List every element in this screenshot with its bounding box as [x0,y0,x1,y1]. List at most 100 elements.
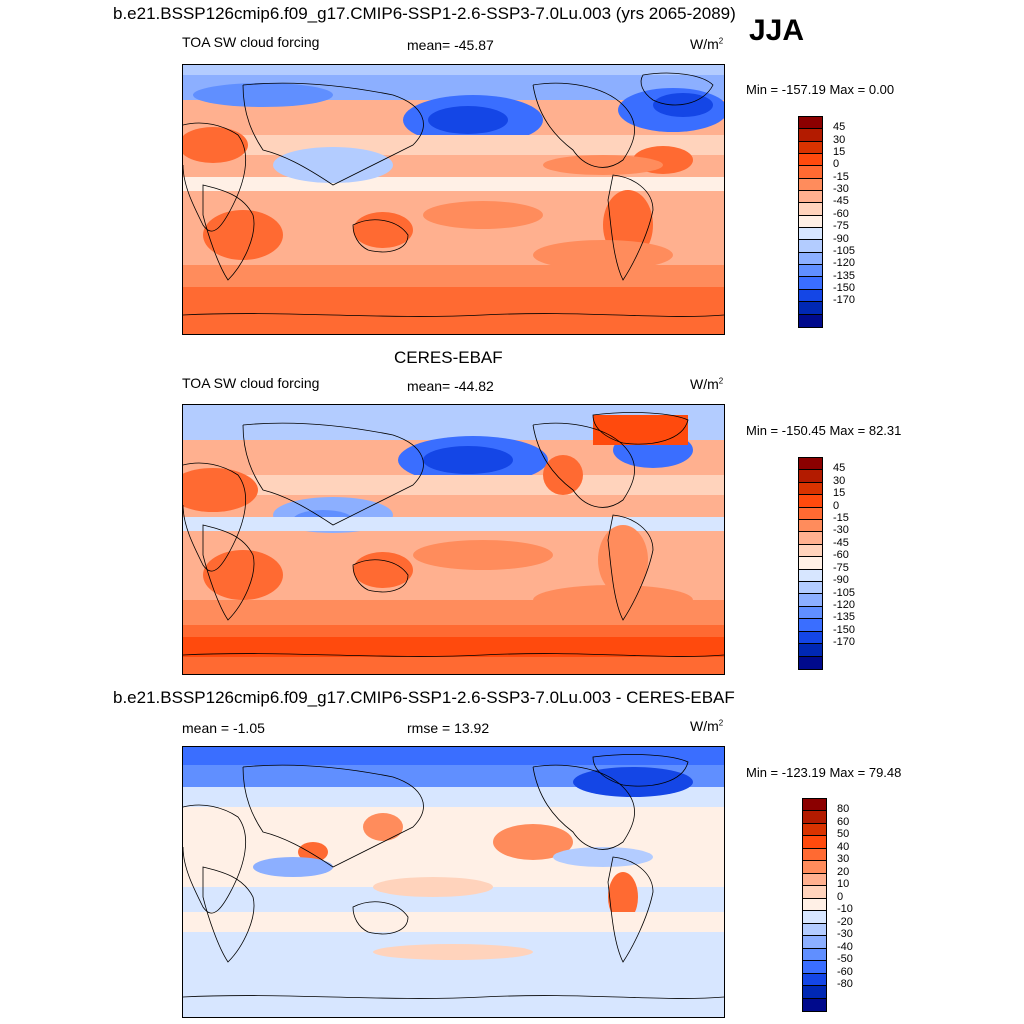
colorbar-swatch [799,252,822,266]
colorbar-tick-label: 45 [833,121,846,134]
colorbar-swatch [803,898,826,912]
colorbar-swatch [803,873,826,887]
colorbar-tick-label: 45 [833,462,846,475]
colorbar-tick-label: 50 [837,828,850,841]
colorbar-swatch [799,277,822,290]
colorbar-swatch [799,470,822,483]
colorbar-swatch [803,886,826,899]
colorbar-tick-label: 60 [837,815,850,828]
colorbar-swatch [799,532,822,545]
colorbar-swatch [799,178,822,192]
colorbar-swatch [799,289,822,303]
panel2-header: CERES-EBAF [394,348,503,367]
colorbar-swatch [799,191,822,204]
panel1-left-label: TOA SW cloud forcing [182,34,320,50]
colorbar-swatch [799,240,822,253]
colorbar-swatch [799,265,822,278]
colorbar-tick-label: -75 [833,220,849,233]
colorbar-tick-label: -135 [833,269,856,282]
colorbar-swatch [799,619,822,632]
colorbar-tick-label: 30 [833,474,846,487]
panel2-map-field [183,405,724,674]
panel2-units: W/m2 [690,376,724,392]
colorbar-tick-label: 30 [837,853,850,866]
colorbar-swatch [799,141,822,155]
colorbar-tick-label: -50 [837,953,853,966]
colorbar-swatch [803,986,826,999]
panel3-map [182,746,725,1018]
panel1-minmax: Min = -157.19 Max = 0.00 [746,82,895,97]
colorbar-swatch [799,656,822,669]
colorbar-swatch [803,848,826,862]
colorbar-swatch [803,948,826,962]
colorbar-swatch [803,823,826,837]
colorbar-swatch [803,799,826,812]
colorbar-tick-label: 0 [833,158,840,171]
panel3-mean-label: mean = -1.05 [182,720,265,736]
colorbar-tick-label: -150 [833,281,856,294]
colorbar-swatch [799,507,822,521]
colorbar-swatch [803,998,826,1011]
panel2-colorbar [798,457,823,670]
colorbar-swatch [799,458,822,471]
colorbar-swatch [799,215,822,229]
panel2-mean-label: mean= -44.82 [407,378,494,394]
colorbar-tick-label: -75 [833,561,849,574]
colorbar-swatch [799,544,822,558]
season-label: JJA [749,14,805,47]
panel3-colorbar [802,798,827,1012]
colorbar-tick-label: -60 [833,549,849,562]
colorbar-swatch [799,166,822,179]
colorbar-tick-label: 0 [833,499,840,512]
colorbar-tick-label: -105 [833,244,856,257]
colorbar-tick-label: -170 [833,636,856,649]
colorbar-tick-label: 0 [837,890,844,903]
colorbar-tick-label: -120 [833,598,856,611]
colorbar-tick-label: -30 [833,183,849,196]
colorbar-swatch [803,923,826,937]
panel3-map-field [183,747,724,1017]
colorbar-swatch [799,631,822,645]
colorbar-tick-label: -20 [837,915,853,928]
colorbar-tick-label: 80 [837,803,850,816]
colorbar-swatch [799,606,822,620]
colorbar-swatch [799,129,822,142]
colorbar-tick-label: -45 [833,195,849,208]
colorbar-swatch [803,861,826,874]
colorbar-swatch [799,557,822,570]
panel3-minmax: Min = -123.19 Max = 79.48 [746,765,902,780]
colorbar-tick-label: -40 [837,940,853,953]
colorbar-swatch [803,836,826,849]
figure-title: b.e21.BSSP126cmip6.f09_g17.CMIP6-SSP1-2.… [113,4,736,23]
colorbar-swatch [799,302,822,315]
colorbar-swatch [799,569,822,583]
panel3-header: b.e21.BSSP126cmip6.f09_g17.CMIP6-SSP1-2.… [113,688,735,707]
colorbar-tick-label: -90 [833,574,849,587]
colorbar-tick-label: -135 [833,611,856,624]
colorbar-tick-label: 40 [837,840,850,853]
colorbar-swatch [803,936,826,949]
panel1-map [182,64,725,335]
colorbar-swatch [803,961,826,974]
colorbar-tick-label: 15 [833,487,846,500]
colorbar-swatch [803,973,826,987]
colorbar-tick-label: 30 [833,133,846,146]
panel1-map-field [183,65,724,334]
colorbar-swatch [803,911,826,924]
panel2-minmax: Min = -150.45 Max = 82.31 [746,423,902,438]
panel2-left-label: TOA SW cloud forcing [182,375,320,391]
colorbar-tick-label: -45 [833,536,849,549]
colorbar-tick-label: -60 [833,207,849,220]
panel1-mean-label: mean= -45.87 [407,37,494,53]
colorbar-tick-label: 20 [837,865,850,878]
colorbar-tick-label: -170 [833,294,856,307]
colorbar-tick-label: -90 [833,232,849,245]
colorbar-swatch [803,811,826,824]
colorbar-swatch [799,582,822,595]
colorbar-tick-label: -80 [837,978,853,991]
panel3-rmse-label: rmse = 13.92 [407,720,490,736]
colorbar-tick-label: -120 [833,257,856,270]
colorbar-swatch [799,495,822,508]
colorbar-tick-label: 15 [833,146,846,159]
colorbar-swatch [799,314,822,327]
